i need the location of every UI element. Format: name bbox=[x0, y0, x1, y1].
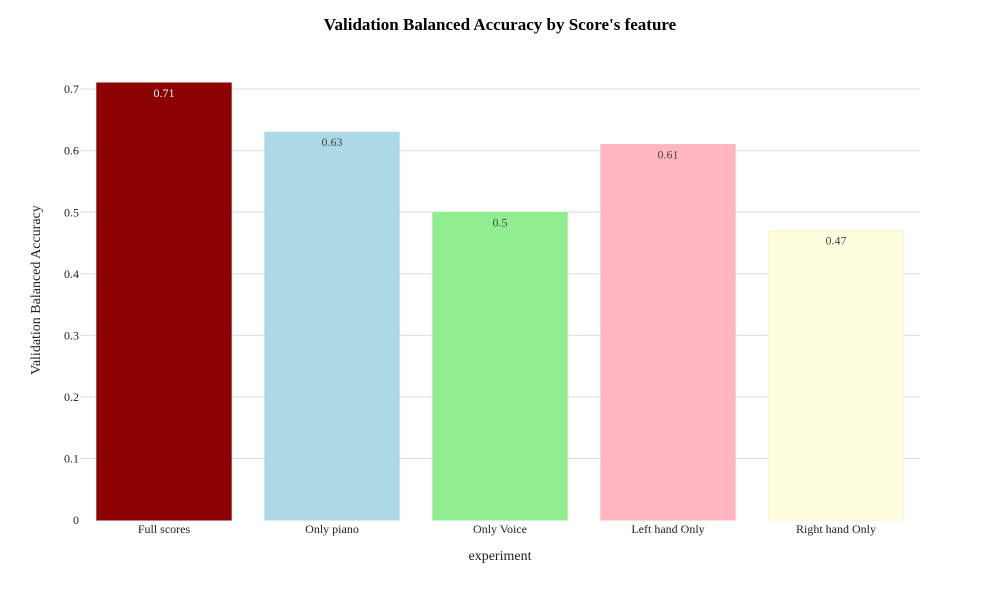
y-tick-label: 0.7 bbox=[64, 82, 79, 96]
bar-value-label: 0.5 bbox=[493, 215, 508, 229]
x-tick-label: Right hand Only bbox=[796, 522, 876, 536]
x-tick-label: Left hand Only bbox=[631, 522, 704, 536]
y-tick-label: 0.3 bbox=[64, 328, 79, 342]
y-axis-ticks: 0 0.1 0.2 0.3 0.4 0.5 0.6 0.7 bbox=[64, 82, 79, 527]
bar-value-label: 0.63 bbox=[322, 135, 343, 149]
y-tick-label: 0.4 bbox=[64, 267, 79, 281]
chart-title: Validation Balanced Accuracy by Score's … bbox=[324, 15, 677, 34]
y-tick-label: 0.6 bbox=[64, 144, 79, 158]
bar bbox=[600, 144, 736, 521]
x-tick-label: Only Voice bbox=[473, 522, 527, 536]
y-tick-label: 0.1 bbox=[64, 451, 79, 465]
bar bbox=[432, 211, 568, 521]
bar-value-label: 0.47 bbox=[826, 234, 847, 248]
y-tick-label: 0.2 bbox=[64, 390, 79, 404]
bars: 0.71 0.63 0.5 0.61 0.47 bbox=[96, 82, 904, 521]
bar-value-label: 0.71 bbox=[154, 86, 175, 100]
bar bbox=[96, 82, 232, 521]
x-tick-label: Full scores bbox=[138, 522, 191, 536]
bar-value-label: 0.61 bbox=[658, 148, 679, 162]
bar bbox=[264, 131, 400, 521]
bar bbox=[768, 230, 904, 521]
x-axis-ticks: Full scores Only piano Only Voice Left hand… bbox=[138, 522, 876, 536]
y-axis-title: Validation Balanced Accuracy bbox=[29, 205, 44, 374]
y-tick-label: 0 bbox=[73, 513, 79, 527]
y-tick-label: 0.5 bbox=[64, 205, 79, 219]
x-tick-label: Only piano bbox=[305, 522, 359, 536]
x-axis-title: experiment bbox=[469, 549, 532, 564]
